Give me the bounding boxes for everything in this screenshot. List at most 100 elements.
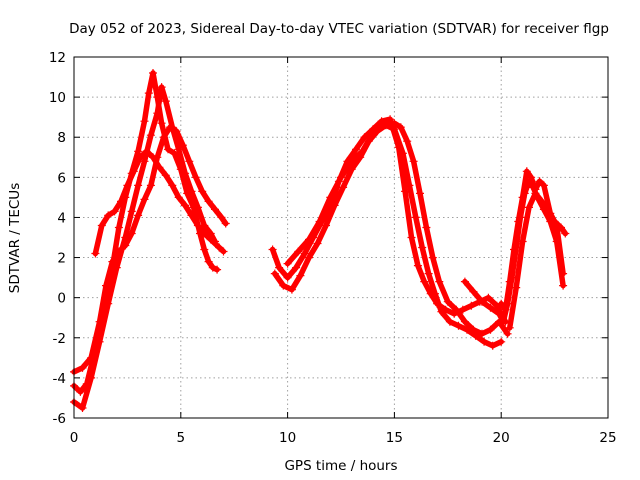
data-point — [539, 181, 548, 190]
data-point — [413, 261, 422, 270]
data-point — [454, 321, 463, 330]
data-point — [330, 201, 339, 210]
data-point — [518, 193, 527, 202]
data-point — [140, 195, 149, 204]
data-point — [117, 197, 125, 206]
x-tick-label: 20 — [493, 430, 510, 446]
data-point — [514, 217, 523, 226]
y-axis-label: SDTVAR / TECUs — [7, 183, 23, 293]
data-point — [503, 329, 512, 338]
data-point — [398, 149, 407, 158]
data-point — [204, 197, 213, 206]
data-point — [219, 247, 228, 256]
data-point — [144, 89, 153, 98]
data-point — [322, 221, 330, 230]
data-point — [420, 277, 429, 286]
data-point — [161, 97, 170, 106]
series-track-7 — [283, 119, 512, 338]
data-point — [164, 145, 172, 154]
data-point — [469, 287, 478, 296]
data-point — [221, 219, 230, 228]
series-track-9 — [497, 167, 568, 314]
data-series — [70, 69, 570, 412]
data-point — [129, 167, 138, 176]
data-point — [95, 317, 104, 326]
data-point — [292, 263, 301, 272]
data-point — [193, 203, 202, 212]
x-tick-label: 0 — [70, 430, 79, 446]
data-point — [97, 221, 106, 230]
data-point — [185, 157, 194, 166]
data-point — [296, 271, 305, 280]
data-point — [418, 243, 427, 252]
data-point — [187, 187, 196, 196]
y-tick-label: -4 — [53, 371, 66, 387]
data-point — [416, 189, 424, 198]
data-point — [87, 373, 96, 382]
data-point — [157, 119, 166, 128]
data-point — [200, 245, 209, 254]
data-point — [486, 303, 495, 312]
data-point — [445, 317, 454, 326]
data-point — [187, 211, 196, 220]
data-point — [102, 281, 110, 290]
x-tick-label: 15 — [386, 430, 403, 446]
data-point — [403, 137, 412, 146]
data-point — [537, 197, 546, 206]
data-point — [146, 131, 155, 140]
data-point — [208, 263, 217, 272]
data-point — [104, 211, 113, 220]
x-tick-label: 25 — [599, 430, 616, 446]
data-point — [193, 221, 202, 230]
data-point — [428, 253, 437, 262]
data-point — [484, 293, 493, 302]
data-point — [313, 239, 322, 248]
data-point — [149, 69, 157, 77]
data-point — [544, 209, 553, 218]
data-point — [510, 245, 518, 254]
data-point — [166, 123, 175, 132]
data-point — [305, 253, 313, 262]
data-point — [134, 211, 143, 220]
data-point — [409, 157, 418, 166]
data-point — [110, 207, 119, 216]
data-point — [123, 181, 132, 190]
data-point — [146, 181, 155, 190]
data-point — [206, 235, 215, 244]
data-point — [140, 157, 149, 166]
data-point — [478, 297, 486, 306]
data-point — [87, 353, 96, 362]
data-point — [114, 223, 123, 232]
data-point — [561, 229, 570, 238]
plot-frame — [73, 56, 609, 419]
series-line — [506, 190, 569, 331]
data-point — [198, 187, 207, 196]
data-point — [78, 404, 87, 412]
data-point — [283, 259, 292, 268]
data-point — [405, 181, 414, 190]
data-point — [488, 341, 497, 350]
y-tick-label: 6 — [57, 170, 66, 186]
data-point — [178, 141, 187, 150]
data-point — [215, 243, 224, 252]
series-line — [71, 84, 218, 411]
data-point — [270, 269, 279, 278]
data-point — [559, 269, 568, 278]
data-point — [200, 229, 209, 238]
y-tick-labels: -6 -4 -2 0 2 4 6 8 10 12 — [49, 50, 66, 427]
data-point — [347, 157, 356, 166]
data-point — [142, 147, 151, 156]
y-tick-label: -6 — [53, 411, 66, 427]
series-track-6 — [270, 121, 506, 350]
data-point — [499, 317, 508, 326]
y-tick-label: -2 — [53, 331, 66, 347]
data-point — [155, 163, 164, 172]
series-track-4 — [91, 147, 228, 258]
data-point — [112, 263, 121, 272]
data-point — [518, 237, 527, 246]
data-point — [352, 145, 360, 154]
data-point — [211, 205, 219, 214]
series-track-10 — [505, 189, 570, 332]
data-point — [505, 323, 514, 332]
